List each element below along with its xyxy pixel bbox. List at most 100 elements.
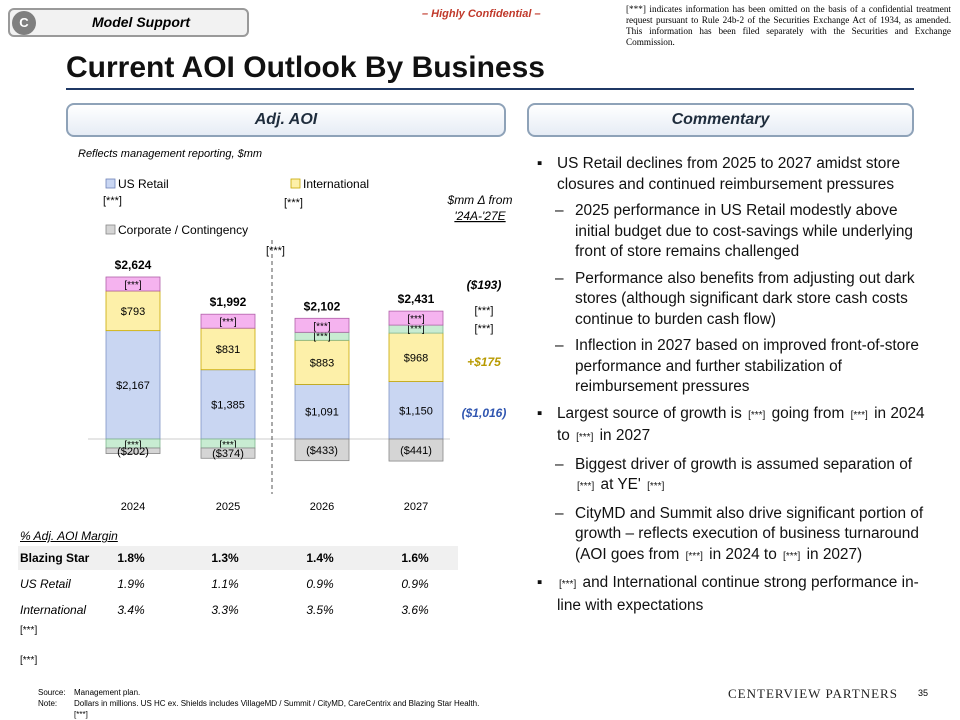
margin-value: 3.6% [401, 603, 429, 617]
margin-row-redacted: [***] [18, 620, 458, 644]
text-span: CityMD and Summit also drive significant… [575, 504, 924, 563]
us-retail-bar [200, 369, 256, 440]
redacted-text: [***] [685, 550, 703, 562]
delta-total: ($193) [467, 278, 502, 292]
us-retail-value-label: $1,150 [399, 405, 433, 417]
margin-value: 1.3% [211, 551, 239, 565]
us-retail-value-label: $1,091 [305, 407, 339, 419]
redacted-green-neg-label: [***] [219, 440, 236, 451]
corporate-bar [294, 438, 350, 462]
legend-swatch-corporate [105, 224, 116, 235]
commentary-bullet: [***] and International continue strong … [535, 573, 925, 616]
delta-header-line1: $mm Δ from [447, 193, 513, 207]
note-text: Dollars in millions. US HC ex. Shields i… [74, 699, 480, 708]
commentary-list: US Retail declines from 2025 to 2027 ami… [535, 154, 925, 622]
text-span: in 2024 to [709, 545, 777, 563]
margin-row-us-retail: US Retail 1.9% 1.1% 0.9% 0.9% [18, 572, 458, 596]
text-span: and International continue strong perfor… [557, 574, 919, 614]
aoi-bar-chart: US Retail [***] International [***] Corp… [88, 177, 513, 513]
redacted-pink-bar [105, 276, 161, 292]
text-span: in 2024 to [557, 404, 925, 445]
delta-header-line2: '24A-'27E [454, 209, 506, 223]
international-bar [388, 332, 444, 382]
chart-subtitle: Reflects management reporting, $mm [78, 148, 263, 160]
redacted-pink-label: [***] [407, 314, 424, 325]
total-value-label: $1,992 [210, 295, 247, 309]
international-bar [294, 339, 350, 385]
margin-value: 3.4% [117, 603, 145, 617]
divider-note: [***] [266, 245, 285, 257]
legend-corporate: Corporate / Contingency [118, 223, 248, 237]
x-axis-year-label: 2025 [216, 501, 240, 513]
legend-us-retail-note: [***] [103, 195, 122, 207]
margin-value: 0.9% [306, 577, 334, 591]
international-value-label: $831 [216, 344, 240, 356]
footnotes: Source: Management plan. Note: Dollars in … [38, 687, 479, 720]
adj-aoi-header: Adj. AOI [66, 103, 506, 137]
redacted-text: [***] [748, 409, 766, 421]
text-span: at YE' [600, 476, 641, 493]
margin-value: 1.9% [117, 577, 145, 591]
us-retail-value-label: $1,385 [211, 399, 245, 411]
section-tab-label: Model Support [92, 14, 190, 30]
disclaimer-text: [***] indicates information has been omi… [626, 4, 951, 47]
us-retail-value-label: $2,167 [116, 380, 150, 392]
international-bar [200, 327, 256, 371]
margin-value: 1.1% [211, 577, 239, 591]
text-span: in 2027 [599, 427, 651, 444]
legend-international: International [303, 177, 369, 191]
margin-row-label: [***] [20, 655, 38, 666]
text-span: Largest source of growth is [557, 404, 742, 422]
delta-green: [***] [475, 323, 494, 335]
commentary-subbullet: 2025 performance in US Retail modestly a… [535, 201, 925, 263]
x-axis-year-label: 2027 [404, 501, 428, 513]
margin-value: 3.5% [306, 603, 334, 617]
legend-swatch-international [290, 178, 301, 189]
margin-value: 3.3% [211, 603, 239, 617]
text-span: in 2027) [806, 545, 863, 563]
note-redacted: [***] [74, 710, 88, 719]
section-tab [8, 8, 249, 37]
delta-international: +$175 [467, 355, 501, 369]
corporate-value-label: ($202) [117, 446, 149, 458]
commentary-header: Commentary [527, 103, 914, 137]
margin-value: 1.8% [117, 551, 145, 565]
margin-value: 1.6% [401, 551, 429, 565]
text-span: Biggest driver of growth is assumed sepa… [575, 455, 913, 473]
us-retail-bar [388, 381, 444, 440]
margin-row-blazing-star: Blazing Star 1.8% 1.3% 1.4% 1.6% [18, 546, 458, 570]
commentary-subbullet: Performance also benefits from adjusting… [535, 269, 925, 331]
title-divider [66, 88, 914, 90]
confidential-label: – Highly Confidential – [422, 8, 541, 20]
source-text: Management plan. [74, 688, 141, 697]
redacted-pink-bar [294, 317, 350, 333]
redacted-text: [***] [783, 550, 801, 562]
note-label: Note: [38, 699, 58, 708]
margin-row-redacted: [***] [18, 650, 458, 674]
corporate-bar [200, 447, 256, 459]
margin-row-label: [***] [20, 625, 38, 636]
total-value-label: $2,624 [115, 258, 152, 272]
margin-value: 0.9% [401, 577, 429, 591]
international-value-label: $883 [310, 357, 334, 369]
margin-row-label: Blazing Star [20, 551, 90, 565]
redacted-text: [***] [577, 481, 595, 492]
commentary-subbullet: Biggest driver of growth is assumed sepa… [535, 455, 925, 498]
corporate-value-label: ($374) [212, 448, 244, 460]
commentary-bullet: US Retail declines from 2025 to 2027 ami… [535, 154, 925, 195]
source-label: Source: [38, 688, 66, 697]
redacted-pink-bar [388, 310, 444, 326]
corporate-bar [388, 438, 444, 462]
delta-us-retail: ($1,016) [462, 406, 507, 420]
legend-swatch-us-retail [105, 178, 116, 189]
margin-row-label: US Retail [20, 577, 71, 591]
margin-table-title: % Adj. AOI Margin [20, 529, 118, 543]
international-value-label: $968 [404, 352, 428, 364]
corporate-value-label: ($441) [400, 445, 432, 457]
total-value-label: $2,102 [304, 299, 341, 313]
page-title: Current AOI Outlook By Business [66, 51, 545, 84]
redacted-green-neg-label: [***] [124, 440, 141, 451]
delta-pink: [***] [475, 305, 494, 317]
redacted-pink-bar [200, 313, 256, 329]
page-number: 35 [918, 688, 929, 698]
